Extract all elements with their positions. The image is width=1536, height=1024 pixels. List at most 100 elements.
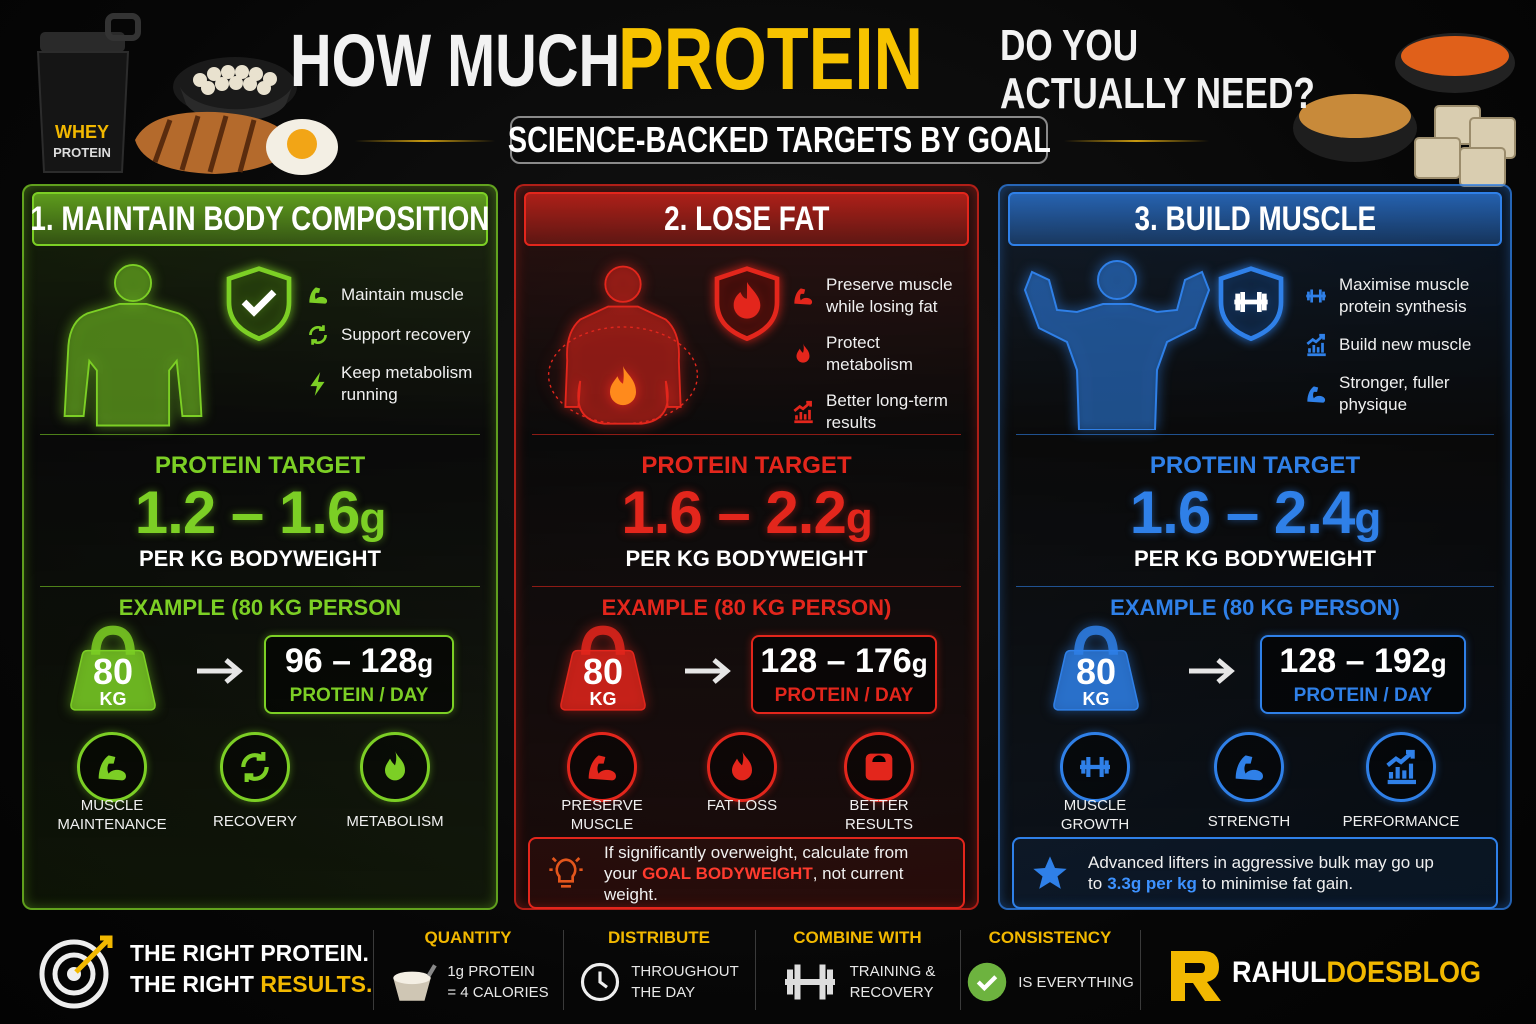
target: 1.6 – 2.4g (1000, 478, 1510, 547)
logo-hole (1185, 963, 1205, 973)
figure-body (564, 305, 682, 425)
separator (1140, 930, 1141, 1010)
note-box: If significantly overweight, calculate f… (528, 837, 965, 909)
footer-item-line: THROUGHOUT (631, 963, 739, 980)
benefit-icon (1366, 732, 1436, 802)
footer-item-text: IS EVERYTHING (1018, 972, 1134, 993)
brand-text: RAHUL (1232, 956, 1327, 989)
benefit-text: Maximise muscle protein synthesis (1339, 275, 1470, 316)
benefit-icon-label: MUSCLE GROWTH (1060, 797, 1130, 833)
icon-shape (1307, 386, 1326, 403)
benefits: Preserve muscle while losing fat Protect … (790, 274, 967, 434)
benefit-icon-label: RECOVERY (213, 813, 297, 830)
figure-head (1097, 260, 1137, 300)
icon (967, 962, 1007, 1002)
weight-unit: KG (589, 689, 617, 709)
icon (794, 288, 813, 305)
icon (714, 266, 780, 342)
belly-flame (609, 366, 637, 406)
tofu (1414, 105, 1516, 187)
icon-shape (1306, 289, 1326, 303)
result-box: 96 – 128g PROTEIN / DAY (264, 635, 454, 714)
benefit-icon-label: METABOLISM (346, 813, 444, 830)
kettlebell-handle (91, 625, 135, 655)
shaker-label: PROTEIN (53, 145, 111, 160)
benefit-icon-label: BETTER RESULTS (844, 797, 914, 833)
icon-shape (1235, 755, 1263, 781)
panel-title-bar: 2. LOSE FAT (524, 192, 969, 246)
benefit: Protect metabolism (790, 332, 967, 376)
icon (309, 325, 327, 345)
slogan-highlight: RESULTS. (260, 971, 373, 997)
kettlebell-handle (1074, 625, 1118, 655)
divider (1064, 140, 1209, 142)
footer-item-text: TRAINING & RECOVERY (850, 961, 936, 1003)
target: 1.2 – 1.6g (24, 478, 496, 547)
weight-unit: KG (1082, 689, 1110, 709)
figure-body (1023, 270, 1211, 430)
weight: 80 (582, 651, 624, 692)
icon-shape (976, 975, 998, 992)
icon (549, 857, 583, 888)
example-label: EXAMPLE (80 KG PERSON) (601, 595, 892, 620)
figure-head (114, 264, 152, 302)
note-part: If significantly overweight, calculate f… (604, 842, 909, 883)
result-label: PROTEIN / DAY (1293, 685, 1433, 706)
icon-shape (385, 750, 405, 781)
slogan-line: THE RIGHT RESULTS. (130, 969, 372, 1000)
kettlebell-label: 80 KG (67, 654, 159, 709)
benefit-icon-label: MUSCLE MAINTENANCE (57, 797, 167, 833)
icon-shape (1080, 757, 1110, 777)
benefit-icon (707, 732, 777, 802)
icon (1235, 755, 1263, 781)
footer-item: THROUGHOUT THE DAY (563, 954, 755, 1010)
icon (1218, 266, 1284, 342)
target-unit: g (845, 494, 873, 543)
result-unit: g (911, 648, 928, 678)
benefits: Maximise muscle protein synthesis Build n… (1303, 274, 1500, 416)
per-kg: PER KG BODYWEIGHT (1133, 546, 1376, 571)
benefit-icon-label: PRESERVE MUSCLE (561, 797, 643, 833)
icon-shape (872, 755, 886, 762)
divider (355, 140, 495, 142)
result-box: 128 – 176g PROTEIN / DAY (751, 635, 937, 714)
icon (241, 752, 269, 782)
grill-marks (152, 115, 257, 173)
footer-item-line: RECOVERY (849, 984, 934, 1001)
food-art-right (1293, 33, 1516, 187)
target-label: PROTEIN TARGET (154, 452, 366, 479)
benefit-icon-label: FAT LOSS (706, 797, 778, 814)
separator (755, 930, 756, 1010)
per-kg: PER KG BODYWEIGHT (138, 546, 381, 571)
arrow-shape (197, 658, 243, 684)
benefit-icon-label: PERFORMANCE (1342, 813, 1460, 830)
icon (796, 343, 810, 363)
icon (784, 964, 835, 1000)
target-unit: g (1354, 494, 1381, 543)
result-label: PROTEIN / DAY (289, 685, 429, 706)
example-label: EXAMPLE (80 KG PERSON (118, 595, 402, 620)
result-unit: g (417, 648, 434, 678)
benefit: Better long-term results (790, 390, 967, 434)
icon-shape (1234, 292, 1268, 312)
icon-shape (784, 964, 835, 1000)
divider (532, 434, 961, 435)
arrow-shape (685, 658, 731, 684)
result-box: 128 – 192g PROTEIN / DAY (1260, 635, 1466, 714)
benefit-icon (1214, 732, 1284, 802)
shaker (36, 51, 130, 173)
icon-shape (794, 288, 813, 305)
result-range: 96 – 128 (284, 642, 418, 680)
icon-shape (598, 971, 609, 989)
benefit: Maintain muscle (305, 282, 486, 308)
icon-shape (581, 962, 620, 1002)
footer-item-title: QUANTITY (424, 928, 512, 947)
brand: RAHULDOESBLOG (1232, 956, 1481, 990)
kettlebell-label: 80 KG (557, 651, 649, 709)
icon-shape (732, 750, 752, 781)
benefit-icon (1060, 732, 1130, 802)
note-part: , not current weight. (604, 863, 904, 904)
footer-item-title: DISTRIBUTE (608, 928, 710, 947)
shaker-lid (40, 32, 125, 52)
footer-item-line: TRAINING & (849, 963, 936, 980)
